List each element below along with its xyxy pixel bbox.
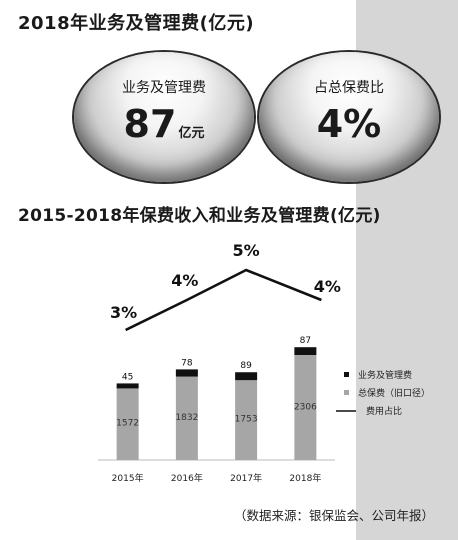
expense-value-label: 87	[300, 336, 311, 346]
x-tick-label: 2018年	[289, 472, 321, 484]
page-title: 2018年业务及管理费(亿元)	[18, 13, 255, 34]
ratio-highlight-label: 占总保费比	[314, 80, 384, 96]
ratio-highlight-value: 4%	[316, 102, 382, 146]
expense-bar	[116, 383, 139, 389]
x-tick-label: 2016年	[171, 472, 203, 484]
premium-value-label: 1572	[116, 419, 139, 429]
bar-line-chart: 45 1572 2015年 78 1832 2016年 89 1753 2017年 87 2306 2…	[98, 241, 430, 484]
expense-highlight-number: 87	[123, 102, 177, 146]
legend-ratio-label: 费用占比	[366, 405, 402, 417]
ratio-value-label: 4%	[171, 271, 198, 290]
ratio-line	[125, 268, 322, 332]
premium-value-label: 1832	[175, 413, 198, 423]
legend-premium-swatch	[344, 390, 349, 395]
premium-bar	[175, 376, 198, 460]
premium-value-label: 1753	[235, 415, 258, 425]
ratio-value-label: 4%	[314, 277, 341, 296]
legend-premium-label: 总保费（旧口径）	[358, 387, 430, 399]
expense-highlight-value: 87 亿元	[74, 102, 254, 146]
expense-value-label: 89	[240, 361, 252, 371]
expense-bar	[235, 372, 258, 381]
premium-value-label: 2306	[294, 403, 317, 413]
chart-title: 2015-2018年保费收入和业务及管理费(亿元)	[18, 206, 381, 226]
expense-highlight-circle: 业务及管理费 87 亿元	[74, 52, 254, 182]
expense-value-label: 78	[181, 358, 193, 368]
expense-value-label: 45	[122, 372, 133, 382]
ratio-value-label: 3%	[110, 303, 137, 322]
x-tick-label: 2015年	[112, 472, 144, 484]
expense-bar	[175, 369, 198, 377]
premium-bar	[235, 380, 258, 460]
expense-bar	[294, 347, 317, 355]
x-tick-label: 2017年	[230, 472, 262, 484]
data-source-note: （数据来源：银保监会、公司年报）	[234, 508, 435, 523]
premium-bar	[294, 355, 317, 460]
expense-highlight-label: 业务及管理费	[122, 80, 206, 96]
legend-expense-swatch	[344, 372, 349, 377]
ratio-highlight-circle: 占总保费比 4%	[259, 52, 439, 182]
legend-expense-label: 业务及管理费	[358, 369, 412, 381]
expense-highlight-unit: 亿元	[178, 126, 205, 141]
premium-bar	[116, 388, 139, 460]
ratio-value-label: 5%	[233, 241, 260, 260]
